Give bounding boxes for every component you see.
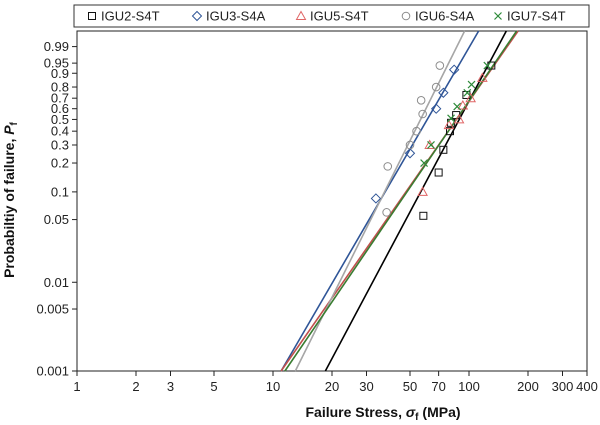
data-point-igu5-s4t xyxy=(417,186,428,196)
x-tick-label: 5 xyxy=(210,379,217,394)
fit-line-igu6-s4a xyxy=(294,30,466,372)
x-tick-label: 400 xyxy=(576,379,598,394)
y-tick-label: 0.2 xyxy=(51,156,69,171)
legend-marker-igu7-s4t xyxy=(494,12,502,20)
legend-marker-igu2-s4t xyxy=(88,12,96,20)
y-tick-label: 0.99 xyxy=(44,39,69,54)
x-tick-label: 1 xyxy=(73,379,80,394)
legend-item-igu7-s4t: IGU7-S4T xyxy=(494,9,566,24)
data-point-igu2-s4t xyxy=(434,168,443,177)
legend-item-igu3-s4a: IGU3-S4A xyxy=(191,9,266,24)
x-tick-label: 2 xyxy=(132,379,139,394)
x-tick-label: 70 xyxy=(431,379,445,394)
data-point-igu2-s4t xyxy=(419,211,428,220)
data-point-igu6-s4a xyxy=(412,126,421,136)
legend-marker-igu3-s4a xyxy=(191,10,203,22)
x-axis-title: Failure Stress, σf (MPa) xyxy=(305,404,460,423)
fit-line-igu2-s4t xyxy=(324,30,508,372)
data-point-igu7-s4t xyxy=(420,159,429,167)
legend-marker-igu5-s4t xyxy=(295,10,307,20)
data-point-igu6-s4a xyxy=(405,140,415,150)
data-point-igu3-s4a xyxy=(370,193,382,204)
y-tick-label: 0.005 xyxy=(36,302,69,317)
x-tick-label: 30 xyxy=(359,379,373,394)
x-tick-label: 10 xyxy=(266,379,280,394)
y-tick-label: 0.7 xyxy=(51,91,69,106)
data-point-igu3-s4a xyxy=(430,103,442,114)
x-tick-label: 200 xyxy=(517,379,539,394)
y-tick-label: 0.9 xyxy=(51,66,69,81)
legend-label: IGU2-S4T xyxy=(101,9,160,24)
x-tick-label: 20 xyxy=(325,379,339,394)
data-point-igu5-s4t xyxy=(443,119,455,130)
y-tick-label: 0.001 xyxy=(36,364,69,379)
y-tick-label: 0.5 xyxy=(51,112,69,127)
x-tick-label: 50 xyxy=(403,379,417,394)
data-point-igu3-s4a xyxy=(448,64,460,75)
data-point-igu6-s4a xyxy=(382,208,391,217)
fit-lines xyxy=(280,30,519,372)
fit-line-igu7-s4t xyxy=(284,30,518,372)
x-tick-label: 100 xyxy=(458,379,480,394)
legend-item-igu2-s4t: IGU2-S4T xyxy=(88,9,160,24)
x-tick-label: 300 xyxy=(552,379,574,394)
data-point-igu7-s4t xyxy=(463,88,472,97)
data-point-igu6-s4a xyxy=(383,162,393,171)
data-points xyxy=(370,61,496,220)
y-tick-label: 0.6 xyxy=(51,101,69,116)
legend-label: IGU6-S4A xyxy=(415,9,475,24)
data-point-igu7-s4t xyxy=(453,102,462,111)
data-point-igu7-s4t xyxy=(427,141,435,149)
data-point-igu7-s4t xyxy=(483,61,492,70)
data-point-igu6-s4a xyxy=(418,109,427,119)
data-point-igu6-s4a xyxy=(435,61,445,70)
axes: 1 2 3 5 10 20 30 50 70 100 200 300 400 0.001 0.005 0.01… xyxy=(36,39,597,394)
y-tick-label: 0.01 xyxy=(44,275,69,290)
data-point-igu3-s4a xyxy=(438,87,449,98)
legend-label: IGU3-S4A xyxy=(206,9,266,24)
y-axis-title: Probabiltiy of failure, Pf xyxy=(1,121,20,277)
plot-frame xyxy=(76,30,588,372)
y-tick-label: 0.8 xyxy=(51,80,69,95)
data-point-igu5-s4t xyxy=(453,113,465,124)
data-point-igu3-s4a xyxy=(404,148,416,159)
y-tick-label: 0.95 xyxy=(44,56,69,71)
data-point-igu5-s4t xyxy=(465,92,477,103)
legend-item-igu6-s4a: IGU6-S4A xyxy=(401,9,475,24)
data-point-igu7-s4t xyxy=(447,114,455,123)
legend-label: IGU5-S4T xyxy=(310,9,369,24)
y-tick-label: 0.4 xyxy=(51,124,69,139)
data-point-igu2-s4t xyxy=(446,127,455,136)
data-point-igu6-s4a xyxy=(431,82,441,92)
data-point-igu6-s4a xyxy=(416,96,426,105)
y-tick-label: 0.05 xyxy=(44,212,69,227)
x-tick-label: 3 xyxy=(167,379,174,394)
legend-item-igu5-s4t: IGU5-S4T xyxy=(295,9,369,24)
legend-label: IGU7-S4T xyxy=(507,9,566,24)
data-point-igu5-s4t xyxy=(457,100,469,110)
legend: IGU2-S4T IGU3-S4A IGU5-S4T IGU6-S4A IGU7-S4T xyxy=(73,4,590,28)
data-point-igu7-s4t xyxy=(467,80,476,89)
data-point-igu5-s4t xyxy=(477,72,488,82)
y-tick-label: 0.1 xyxy=(51,184,69,199)
legend-marker-igu6-s4a xyxy=(401,11,411,21)
legend-box xyxy=(73,4,590,28)
data-point-igu2-s4t xyxy=(439,145,448,154)
y-tick-label: 0.3 xyxy=(51,137,69,152)
